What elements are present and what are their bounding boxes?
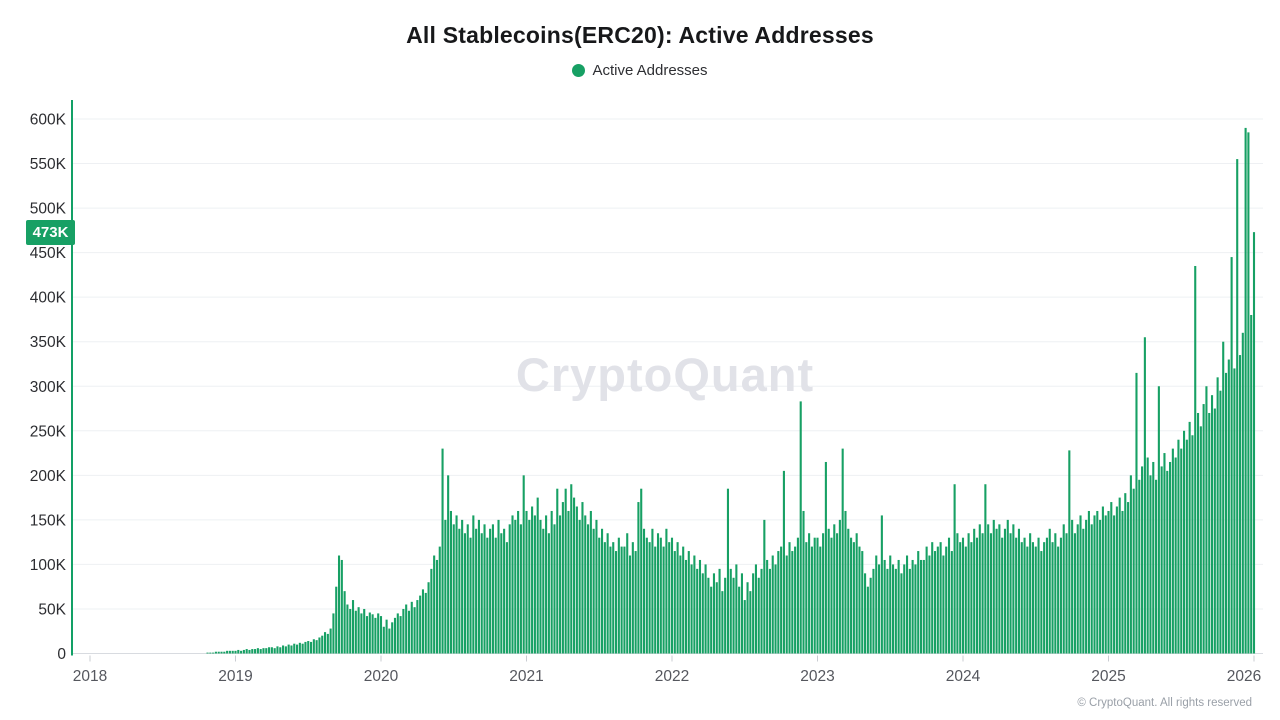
- y-axis-labels: 0 50K 100K 150K 200K 250K 300K 350K 400K 450K 500K…: [30, 112, 67, 664]
- svg-text:50K: 50K: [38, 601, 66, 618]
- x-axis-labels: 2018 2019 2020 2021 2022 2023 2024 2025 2026: [73, 668, 1261, 685]
- svg-text:350K: 350K: [30, 334, 67, 351]
- copyright-attribution: © CryptoQuant. All rights reserved: [1077, 697, 1252, 709]
- svg-text:2024: 2024: [946, 668, 981, 685]
- svg-text:2020: 2020: [364, 668, 399, 685]
- x-axis: [89, 655, 1255, 662]
- legend-dot-icon: [572, 64, 586, 77]
- svg-text:600K: 600K: [30, 112, 67, 129]
- svg-text:200K: 200K: [30, 468, 67, 485]
- legend: Active Addresses: [0, 62, 1280, 79]
- legend-item-active-addresses[interactable]: Active Addresses: [572, 62, 708, 79]
- gridlines: [73, 118, 1263, 654]
- svg-text:550K: 550K: [30, 156, 67, 173]
- chart-title: All Stablecoins(ERC20): Active Addresses: [406, 22, 874, 48]
- svg-text:2018: 2018: [73, 668, 107, 685]
- bars-series-active-addresses[interactable]: [206, 127, 1256, 654]
- svg-text:2023: 2023: [800, 668, 834, 685]
- svg-text:2022: 2022: [655, 668, 689, 685]
- svg-text:2021: 2021: [509, 668, 543, 685]
- svg-text:2026: 2026: [1227, 668, 1261, 685]
- svg-text:450K: 450K: [30, 245, 67, 262]
- svg-text:0: 0: [57, 646, 66, 663]
- last-value-badge: 473K: [26, 219, 75, 245]
- svg-text:2025: 2025: [1091, 668, 1125, 685]
- svg-text:250K: 250K: [30, 423, 67, 440]
- svg-text:100K: 100K: [30, 557, 67, 574]
- svg-text:500K: 500K: [30, 201, 67, 218]
- svg-text:150K: 150K: [30, 512, 67, 529]
- svg-text:400K: 400K: [30, 290, 67, 307]
- svg-text:300K: 300K: [30, 379, 67, 396]
- svg-text:2019: 2019: [218, 668, 252, 685]
- legend-label: Active Addresses: [592, 62, 708, 79]
